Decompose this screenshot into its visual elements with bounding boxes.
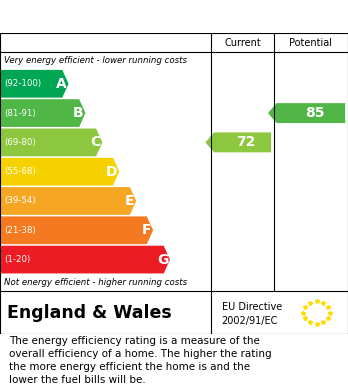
Text: (39-54): (39-54) bbox=[4, 196, 36, 206]
Text: Not energy efficient - higher running costs: Not energy efficient - higher running co… bbox=[4, 278, 187, 287]
Text: G: G bbox=[157, 253, 168, 267]
Polygon shape bbox=[1, 246, 170, 273]
Text: Energy Efficiency Rating: Energy Efficiency Rating bbox=[9, 9, 230, 24]
Text: (92-100): (92-100) bbox=[4, 79, 41, 88]
Polygon shape bbox=[1, 187, 136, 215]
Text: 2002/91/EC: 2002/91/EC bbox=[222, 316, 278, 326]
Polygon shape bbox=[1, 70, 69, 98]
Text: 72: 72 bbox=[236, 135, 256, 149]
Text: EU Directive: EU Directive bbox=[222, 302, 282, 312]
Text: The energy efficiency rating is a measure of the
overall efficiency of a home. T: The energy efficiency rating is a measur… bbox=[9, 336, 271, 385]
Text: 85: 85 bbox=[304, 106, 324, 120]
Text: England & Wales: England & Wales bbox=[7, 303, 172, 321]
Polygon shape bbox=[1, 129, 102, 156]
Text: E: E bbox=[125, 194, 134, 208]
Text: D: D bbox=[106, 165, 118, 179]
Polygon shape bbox=[205, 133, 271, 152]
Text: B: B bbox=[73, 106, 84, 120]
Polygon shape bbox=[1, 158, 119, 186]
Polygon shape bbox=[268, 103, 345, 123]
Polygon shape bbox=[1, 216, 153, 244]
Text: (81-91): (81-91) bbox=[4, 109, 36, 118]
Polygon shape bbox=[1, 99, 86, 127]
Text: (55-68): (55-68) bbox=[4, 167, 36, 176]
Text: (69-80): (69-80) bbox=[4, 138, 36, 147]
Text: C: C bbox=[90, 135, 101, 149]
Text: Potential: Potential bbox=[290, 38, 332, 48]
Text: Very energy efficient - lower running costs: Very energy efficient - lower running co… bbox=[4, 56, 187, 65]
Text: Current: Current bbox=[224, 38, 261, 48]
Text: F: F bbox=[142, 223, 151, 237]
Text: (21-38): (21-38) bbox=[4, 226, 36, 235]
Text: (1-20): (1-20) bbox=[4, 255, 30, 264]
Text: A: A bbox=[56, 77, 67, 91]
